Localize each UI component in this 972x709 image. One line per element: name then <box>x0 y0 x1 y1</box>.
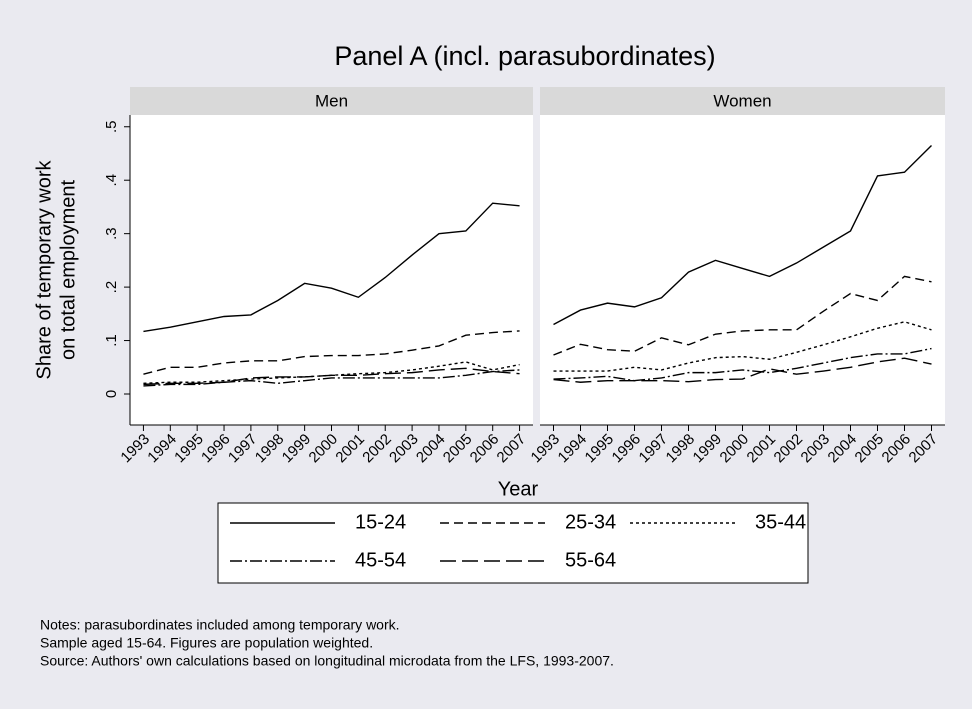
line-series <box>143 369 520 387</box>
legend-label: 35-44 <box>755 511 806 533</box>
note: Notes: parasubordinates included among t… <box>40 617 400 633</box>
x-axis-label: Year <box>498 478 539 500</box>
legend-label: 45-54 <box>355 549 406 571</box>
plot-area <box>540 115 945 425</box>
y-tick-label: 0 <box>103 390 120 398</box>
legend-label: 55-64 <box>565 549 616 571</box>
chart-title: Panel A (incl. parasubordinates) <box>334 41 715 71</box>
line-series <box>143 367 520 386</box>
panel-title: Women <box>713 91 771 110</box>
y-tick-label: .5 <box>103 121 120 134</box>
legend-label: 15-24 <box>355 511 406 533</box>
y-tick-label: .4 <box>103 174 120 187</box>
panel-header <box>540 87 945 115</box>
line-series <box>553 347 932 382</box>
panel-title: Men <box>315 91 348 110</box>
line-series <box>143 202 520 333</box>
plot-area <box>130 115 533 425</box>
legend-label: 25-34 <box>565 511 616 533</box>
y-tick-label: .1 <box>103 334 120 347</box>
y-tick-label: .3 <box>103 227 120 240</box>
line-series <box>553 144 932 326</box>
note: Sample aged 15-64. Figures are populatio… <box>40 635 373 651</box>
y-tick-label: .2 <box>103 281 120 294</box>
note: Source: Authors' own calculations based … <box>40 653 614 669</box>
y-axis-label-line: Share of temporary work <box>33 160 55 380</box>
panel-header <box>130 87 533 115</box>
y-axis-label: Share of temporary work on total employm… <box>33 160 79 380</box>
line-series <box>553 275 932 356</box>
legend <box>217 502 809 584</box>
y-axis-label-line: on total employment <box>57 180 79 361</box>
line-series <box>143 330 520 375</box>
line-series <box>553 357 932 383</box>
line-series <box>553 321 932 372</box>
